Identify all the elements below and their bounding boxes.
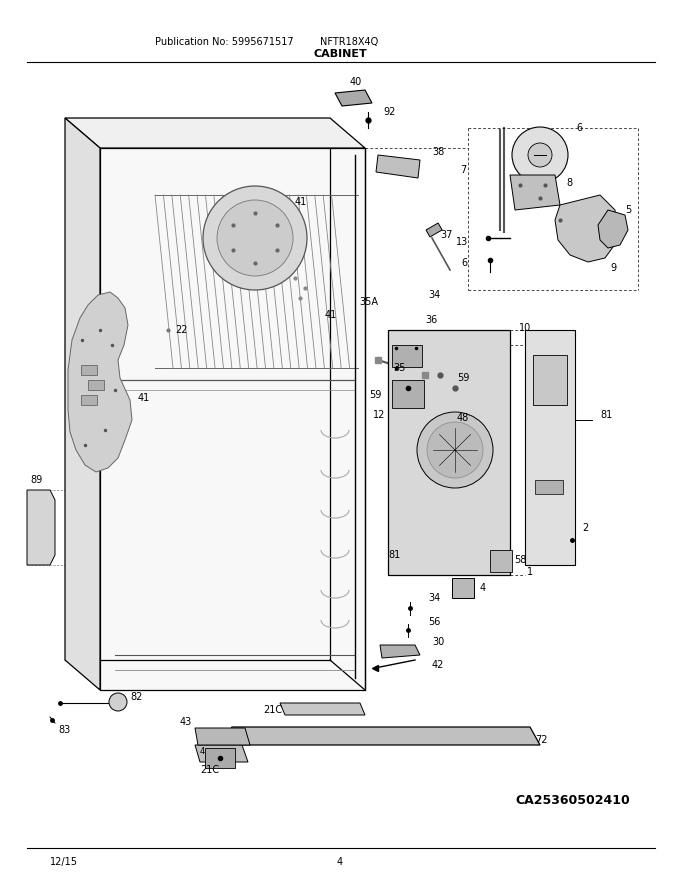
Bar	[392, 345, 422, 367]
Text: 81: 81	[388, 550, 401, 560]
Polygon shape	[65, 118, 365, 148]
Text: 37: 37	[440, 230, 452, 240]
Text: 34: 34	[428, 290, 440, 300]
Text: 30: 30	[432, 637, 444, 647]
Bar	[533, 355, 567, 405]
Bar	[452, 578, 474, 598]
Text: 35A: 35A	[359, 297, 378, 307]
Text: Publication No: 5995671517: Publication No: 5995671517	[155, 37, 294, 47]
Circle shape	[427, 422, 483, 478]
Text: 89: 89	[30, 475, 42, 485]
Text: 38: 38	[432, 147, 444, 157]
Text: 6: 6	[462, 258, 468, 268]
Text: 43: 43	[180, 717, 192, 727]
Text: 81: 81	[600, 410, 612, 420]
Text: 48: 48	[457, 413, 469, 423]
Text: 41: 41	[325, 310, 337, 320]
Text: 41: 41	[138, 393, 150, 403]
Text: 7: 7	[460, 165, 466, 175]
Text: 92: 92	[383, 107, 395, 117]
Text: 56: 56	[428, 617, 441, 627]
Text: 12: 12	[373, 410, 385, 420]
Polygon shape	[100, 148, 365, 690]
Text: 36: 36	[425, 315, 437, 325]
Polygon shape	[222, 727, 540, 745]
Circle shape	[528, 143, 552, 167]
Polygon shape	[525, 330, 575, 565]
Text: 6: 6	[576, 123, 582, 133]
Text: 22: 22	[175, 325, 188, 335]
Text: 59: 59	[370, 390, 382, 400]
Circle shape	[109, 693, 127, 711]
Text: 4: 4	[480, 583, 486, 593]
Text: 21C: 21C	[200, 765, 219, 775]
Polygon shape	[376, 155, 420, 178]
Text: 34: 34	[428, 593, 440, 603]
Text: CABINET: CABINET	[313, 49, 367, 59]
Text: 4: 4	[200, 747, 205, 757]
Text: 40: 40	[350, 77, 362, 87]
Text: 82: 82	[130, 692, 142, 702]
Text: 5: 5	[625, 205, 631, 215]
Polygon shape	[27, 490, 55, 565]
Bar	[81, 395, 97, 405]
Circle shape	[217, 200, 293, 276]
Polygon shape	[115, 155, 355, 678]
Text: 21C: 21C	[263, 705, 282, 715]
Polygon shape	[195, 728, 250, 745]
Circle shape	[512, 127, 568, 183]
Text: 35: 35	[393, 363, 405, 373]
Text: CA25360502410: CA25360502410	[515, 794, 630, 806]
Polygon shape	[380, 645, 420, 658]
Polygon shape	[280, 703, 365, 715]
Text: 4: 4	[337, 857, 343, 867]
Polygon shape	[65, 118, 100, 690]
Text: 12/15: 12/15	[50, 857, 78, 867]
Text: NFTR18X4Q: NFTR18X4Q	[320, 37, 378, 47]
Circle shape	[417, 412, 493, 488]
Polygon shape	[555, 195, 618, 262]
Bar	[81, 365, 97, 375]
Text: 8: 8	[566, 178, 572, 188]
Bar	[490, 550, 512, 572]
Bar	[535, 480, 563, 494]
Text: 42: 42	[432, 660, 444, 670]
Text: 9: 9	[610, 263, 616, 273]
Text: 41: 41	[295, 197, 307, 207]
Circle shape	[203, 186, 307, 290]
Text: 10: 10	[519, 323, 531, 333]
Text: 13: 13	[456, 237, 468, 247]
Text: 1: 1	[527, 567, 533, 577]
Text: 83: 83	[58, 725, 70, 735]
Text: 59: 59	[457, 373, 469, 383]
Bar	[392, 380, 424, 408]
Text: 58: 58	[514, 555, 526, 565]
Polygon shape	[388, 330, 510, 575]
Polygon shape	[195, 745, 248, 762]
Bar	[426, 223, 442, 237]
Bar	[205, 748, 235, 768]
Polygon shape	[598, 210, 628, 248]
Polygon shape	[335, 90, 372, 106]
Bar	[88, 380, 104, 390]
Text: 2: 2	[582, 523, 588, 533]
Text: 72: 72	[535, 735, 547, 745]
Polygon shape	[68, 292, 132, 472]
Polygon shape	[510, 175, 560, 210]
